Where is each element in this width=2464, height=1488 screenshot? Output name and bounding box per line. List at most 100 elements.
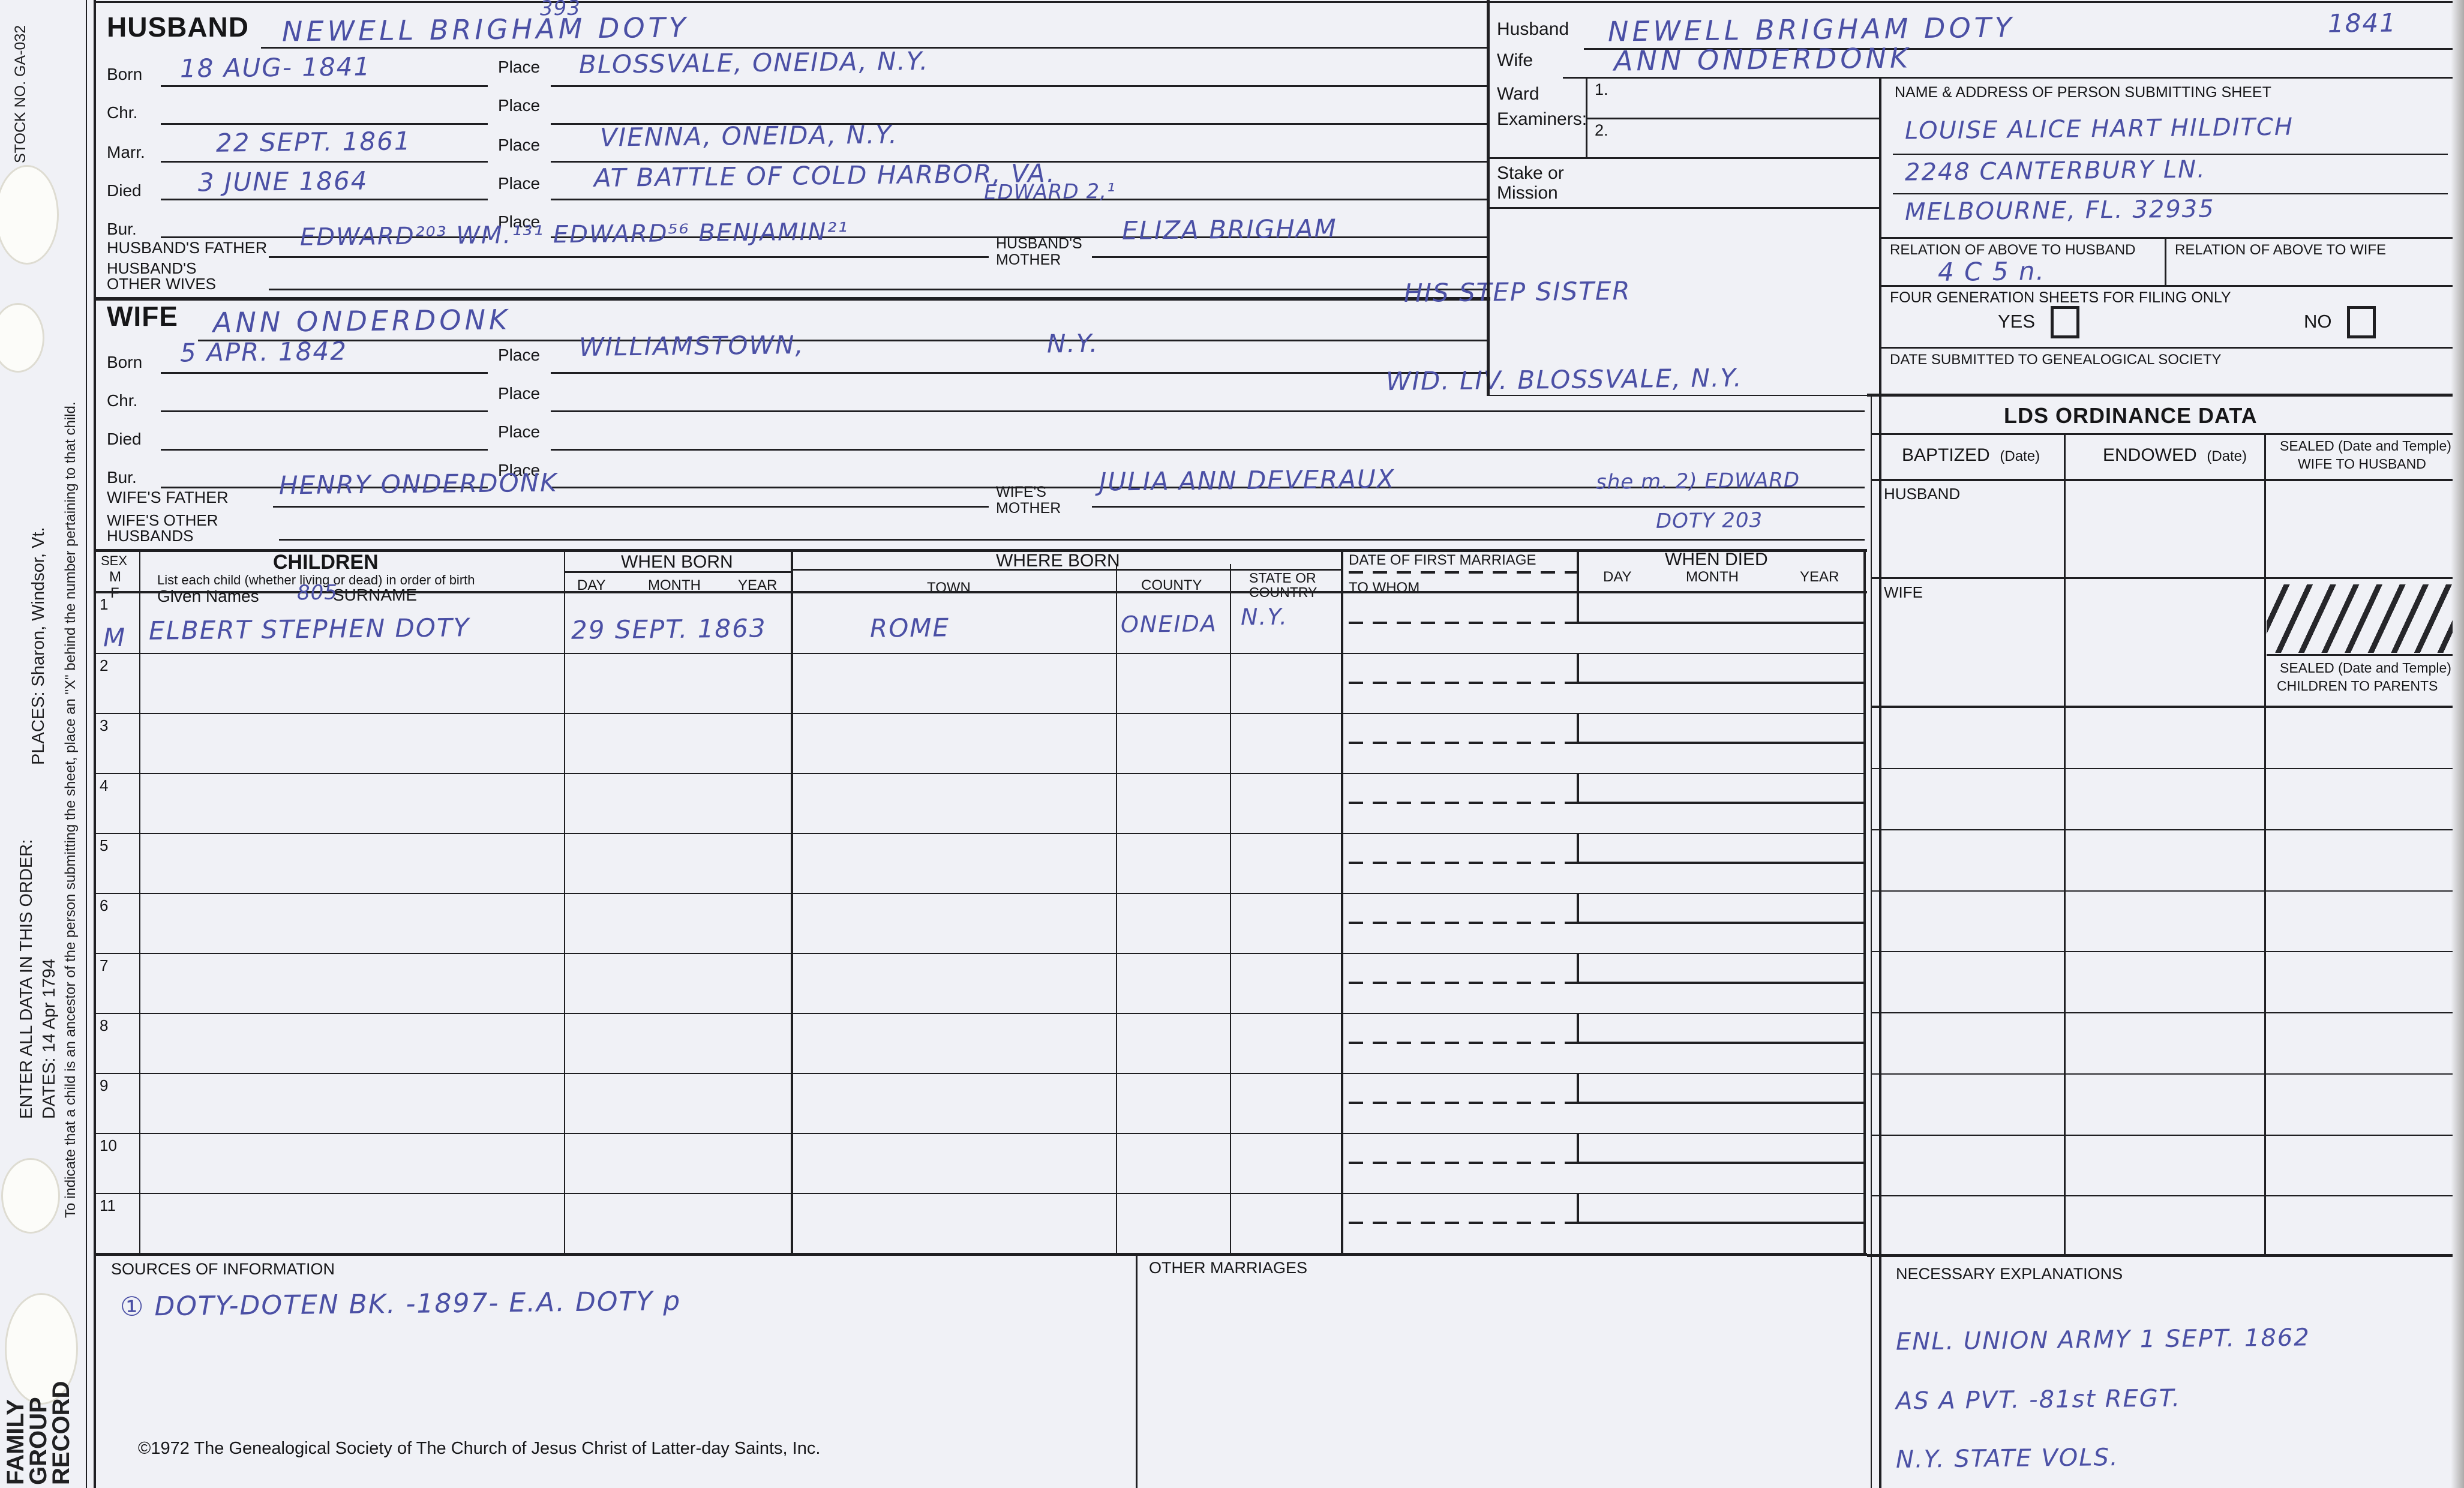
wife-mother-note-2: DOTY 203 — [1655, 508, 1763, 533]
child-row-number: 8 — [100, 1016, 109, 1034]
children-subtitle: List each child (whether living or dead)… — [157, 572, 475, 587]
to-whom-header: TO WHOM — [1349, 580, 1420, 596]
sources-label: SOURCES OF INFORMATION — [111, 1260, 335, 1278]
sealed-wife-header: SEALED (Date and Temple) — [2280, 438, 2451, 454]
husband-marr-place: VIENNA, ONEIDA, N.Y. — [599, 119, 899, 152]
other-marriages-label: OTHER MARRIAGES — [1149, 1259, 1308, 1277]
died-month-header: MONTH — [1686, 569, 1739, 585]
relation-husband-value: 4 C 5 n. — [1937, 256, 2046, 287]
children-header: CHILDREN — [273, 551, 379, 574]
lds-title: LDS ORDINANCE DATA — [2004, 403, 2258, 428]
tr-wife-label: Wife — [1497, 50, 1533, 70]
child-1-born: 29 SEPT. 1863 — [571, 613, 767, 645]
necessary-line-3: N.Y. STATE VOLS. — [1895, 1444, 2119, 1474]
stock-number: STOCK NO. GA-032 — [12, 25, 29, 163]
child-row-number: 10 — [100, 1136, 117, 1154]
child-1-name: ELBERT STEPHEN DOTY — [148, 613, 470, 646]
surname-header: SURNAME — [333, 586, 418, 604]
wife-residence-note: WID. LIV. BLOSSVALE, N.Y. — [1385, 362, 1743, 397]
husband-other-wives-label: OTHER WIVES — [107, 275, 217, 293]
county-header: COUNTY — [1141, 577, 1202, 593]
wife-mother-label: MOTHER — [996, 500, 1061, 517]
where-born-header: WHERE BORN — [996, 551, 1120, 571]
wife-died-label: Died — [107, 430, 142, 448]
submitter-label: NAME & ADDRESS OF PERSON SUBMITTING SHEE… — [1895, 84, 2271, 101]
wife-relation-annotation: HIS STEP SISTER — [1403, 276, 1631, 308]
died-day-header: DAY — [1603, 569, 1632, 585]
husband-mother-label: MOTHER — [996, 251, 1061, 268]
husband-bur-label: Bur. — [107, 220, 137, 238]
husband-father-value: EDWARD²⁰³ WM.¹³¹ EDWARD⁵⁶ BENJAMIN²¹ — [299, 218, 849, 251]
child-1-town: ROME — [869, 613, 950, 643]
wife-name-value: ANN ONDERDONK — [212, 303, 511, 339]
ward-label: Ward — [1497, 84, 1539, 104]
sidebar-places-note: PLACES: Sharon, Windsor, Vt. — [29, 527, 48, 765]
place-label: Place — [498, 136, 541, 154]
child-row-number: 9 — [100, 1076, 109, 1094]
place-label: Place — [498, 96, 541, 115]
form-border — [94, 0, 96, 1488]
hole-punch — [0, 303, 44, 373]
town-header: TOWN — [927, 580, 971, 596]
husband-born-place: BLOSSVALE, ONEIDA, N.Y. — [578, 46, 929, 80]
year-header: YEAR — [738, 577, 778, 593]
first-marriage-header: DATE OF FIRST MARRIAGE — [1349, 552, 1536, 568]
died-year-header: YEAR — [1800, 569, 1839, 585]
husband-section-title: HUSBAND — [107, 11, 249, 43]
child-row-number: 11 — [100, 1196, 116, 1214]
sealed-children-hatch — [2267, 584, 2453, 653]
husband-born-label: Born — [107, 65, 143, 83]
place-label: Place — [498, 422, 541, 441]
relation-wife-label: RELATION OF ABOVE TO WIFE — [2175, 242, 2387, 258]
wife-other-husbands-label: HUSBANDS — [107, 527, 194, 545]
date-submitted-label: DATE SUBMITTED TO GENEALOGICAL SOCIETY — [1890, 352, 2222, 368]
submitter-city: MELBOURNE, FL. 32935 — [1904, 195, 2215, 226]
place-label: Place — [498, 212, 541, 231]
examiner-2: 2. — [1595, 121, 1608, 139]
sex-f: F — [110, 585, 119, 602]
child-row-number: 7 — [100, 956, 109, 974]
child-1-number-annotation: 805 — [296, 580, 338, 605]
sealed-children-header: SEALED (Date and Temple) — [2280, 660, 2451, 676]
tr-wife-value: ANN ONDERDONK — [1613, 41, 1912, 77]
necessary-explanations-label: NECESSARY EXPLANATIONS — [1896, 1265, 2123, 1283]
husband-mother-annotation: EDWARD 2,¹ — [983, 179, 1116, 205]
wife-born-place: WILLIAMSTOWN, — [578, 330, 805, 362]
husband-mother-label: HUSBAND'S — [996, 235, 1082, 252]
lds-husband-row-label: HUSBAND — [1884, 485, 1961, 503]
month-header: MONTH — [648, 577, 701, 593]
copyright-line: ©1972 The Genealogical Society of The Ch… — [138, 1439, 821, 1458]
sealed-children-header: CHILDREN TO PARENTS — [2277, 678, 2438, 694]
endowed-header: ENDOWED (Date) — [2103, 445, 2247, 465]
place-label: Place — [498, 461, 541, 479]
sex-m: M — [109, 569, 121, 585]
wife-father-value: HENRY ONDERDONK — [278, 467, 558, 500]
wife-mother-label: WIFE'S — [996, 484, 1046, 500]
examiner-1: 1. — [1595, 80, 1608, 98]
sidebar-child-x-note: To indicate that a child is an ancestor … — [62, 401, 79, 1218]
when-died-header: WHEN DIED — [1665, 550, 1768, 569]
husband-mother-value: ELIZA BRIGHAM — [1121, 214, 1337, 245]
stake-mission-label: Stake or — [1497, 163, 1564, 183]
submitter-name: LOUISE ALICE HART HILDITCH — [1904, 113, 2294, 145]
wife-father-label: WIFE'S FATHER — [107, 488, 229, 506]
husband-chr-label: Chr. — [107, 103, 138, 122]
husband-born-value: 18 AUG- 1841 — [179, 52, 371, 83]
wife-born-place-state: N.Y. — [1046, 328, 1099, 359]
no-checkbox[interactable] — [2347, 306, 2376, 338]
child-1-state: N.Y. — [1240, 603, 1289, 631]
necessary-line-1: ENL. UNION ARMY 1 SEPT. 1862 — [1895, 1324, 2310, 1356]
child-row-number: 6 — [100, 896, 109, 914]
tr-husband-label: Husband — [1497, 19, 1569, 39]
hole-punch — [0, 165, 59, 265]
lds-wife-row-label: WIFE — [1884, 583, 1923, 601]
place-label: Place — [498, 174, 541, 193]
yes-label: YES — [1998, 311, 2036, 332]
yes-checkbox[interactable] — [2051, 306, 2079, 338]
wife-born-label: Born — [107, 353, 143, 371]
baptized-header: BAPTIZED (Date) — [1902, 445, 2040, 465]
wife-other-husbands-label: WIFE'S OTHER — [107, 511, 218, 529]
child-row-number: 3 — [100, 716, 109, 734]
hole-punch — [1, 1158, 60, 1234]
